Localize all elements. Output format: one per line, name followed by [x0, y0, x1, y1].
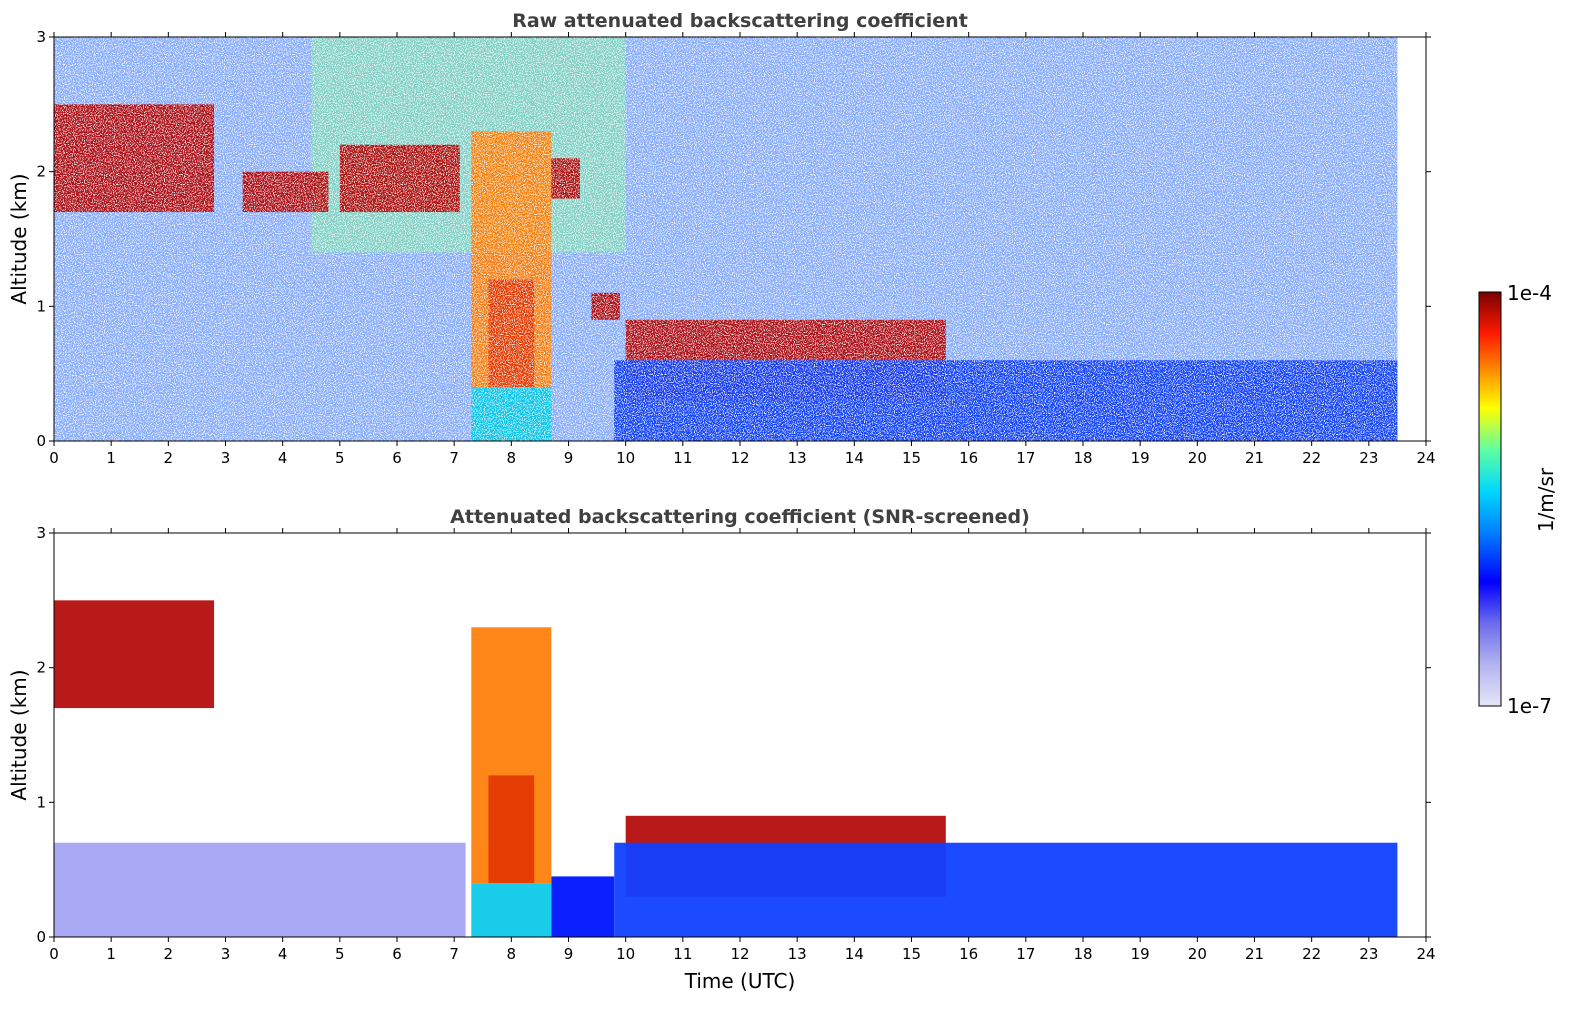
colorbar-gradient: [1478, 291, 1502, 707]
y-tick-label: 3: [36, 28, 46, 46]
x-tick-label: 15: [902, 449, 921, 467]
raw-panel-title: Raw attenuated backscattering coefficien…: [512, 10, 968, 32]
x-tick-label: 0: [49, 945, 59, 963]
x-tick-label: 5: [335, 945, 345, 963]
raw-axis-ticks: 0 1 2 3 4 5 6 7 8 9 10 11 12 13 14 15 16 17 18 19 20 21 22 23 24…: [36, 28, 1435, 467]
raw-noise-speckle: [54, 37, 1399, 441]
x-tick-label: 24: [1416, 449, 1435, 467]
screened-panel-title: Attenuated backscattering coefficient (S…: [450, 506, 1030, 528]
x-tick-label: 21: [1245, 449, 1264, 467]
x-tick-label: 24: [1416, 945, 1435, 963]
x-tick-label: 18: [1073, 449, 1092, 467]
x-tick-label: 20: [1188, 945, 1207, 963]
x-tick-label: 7: [449, 945, 459, 963]
x-tick-label: 19: [1131, 945, 1150, 963]
y-tick-label: 1: [36, 297, 46, 315]
x-tick-label: 3: [221, 449, 231, 467]
raw-backscatter-panel: Raw attenuated backscattering coefficien…: [7, 10, 1436, 467]
x-tick-label: 16: [959, 449, 978, 467]
x-tick-label: 16: [959, 945, 978, 963]
x-tick-label: 13: [788, 945, 807, 963]
screened-morning-aerosol: [551, 876, 615, 937]
x-tick-label: 14: [845, 449, 864, 467]
x-tick-label: 15: [902, 945, 921, 963]
raw-y-axis-label: Altitude (km): [7, 173, 31, 304]
x-tick-label: 6: [392, 449, 402, 467]
feature-aerosol-layer: [614, 842, 1398, 937]
screened-backscatter-panel: Attenuated backscattering coefficient (S…: [7, 506, 1436, 993]
y-tick-label: 2: [36, 659, 46, 677]
x-tick-label: 19: [1131, 449, 1150, 467]
y-tick-label: 1: [36, 793, 46, 811]
x-tick-label: 4: [278, 945, 288, 963]
x-tick-label: 13: [788, 449, 807, 467]
x-tick-label: 12: [730, 449, 749, 467]
x-tick-label: 2: [164, 449, 174, 467]
x-tick-label: 9: [564, 449, 574, 467]
x-tick-label: 17: [1016, 945, 1035, 963]
screened-heatmap-cells: [54, 600, 1398, 937]
screened-nocturnal-aerosol: [54, 842, 466, 937]
x-tick-label: 8: [507, 945, 517, 963]
feature-cloud-column-core: [488, 775, 535, 884]
x-tick-label: 23: [1359, 449, 1378, 467]
x-tick-label: 8: [507, 449, 517, 467]
x-tick-label: 11: [673, 945, 692, 963]
colorbar-unit-label: 1/m/sr: [1534, 467, 1558, 532]
x-tick-label: 1: [106, 945, 116, 963]
x-tick-label: 12: [730, 945, 749, 963]
x-tick-label: 9: [564, 945, 574, 963]
x-tick-label: 0: [49, 449, 59, 467]
x-tick-label: 20: [1188, 449, 1207, 467]
x-tick-label: 3: [221, 945, 231, 963]
x-tick-label: 11: [673, 449, 692, 467]
feature-cloud-layer: [54, 600, 215, 709]
x-tick-label: 10: [616, 449, 635, 467]
colorbar-min-label: 1e-7: [1507, 694, 1552, 718]
y-tick-label: 3: [36, 524, 46, 542]
x-tick-label: 10: [616, 945, 635, 963]
feature-precipitation-below-column: [471, 883, 552, 937]
x-tick-label: 18: [1073, 945, 1092, 963]
x-tick-label: 6: [392, 945, 402, 963]
screened-axis-ticks: 0 1 2 3 4 5 6 7 8 9 10 11 12 13 14 15 16 17 18 19 20 21 22 23 24…: [36, 524, 1435, 963]
x-tick-label: 1: [106, 449, 116, 467]
x-tick-label: 4: [278, 449, 288, 467]
colorbar-max-label: 1e-4: [1507, 281, 1552, 305]
x-tick-label: 22: [1302, 945, 1321, 963]
x-tick-label: 5: [335, 449, 345, 467]
x-tick-label: 21: [1245, 945, 1264, 963]
y-tick-label: 0: [36, 432, 46, 450]
y-tick-label: 2: [36, 163, 46, 181]
x-tick-label: 23: [1359, 945, 1378, 963]
x-tick-label: 22: [1302, 449, 1321, 467]
colorbar: 1e-4 1e-7 1/m/sr: [1478, 281, 1558, 718]
x-axis-label: Time (UTC): [684, 969, 796, 993]
x-tick-label: 17: [1016, 449, 1035, 467]
y-tick-label: 0: [36, 928, 46, 946]
screened-y-axis-label: Altitude (km): [7, 669, 31, 800]
x-tick-label: 2: [164, 945, 174, 963]
x-tick-label: 14: [845, 945, 864, 963]
x-tick-label: 7: [449, 449, 459, 467]
